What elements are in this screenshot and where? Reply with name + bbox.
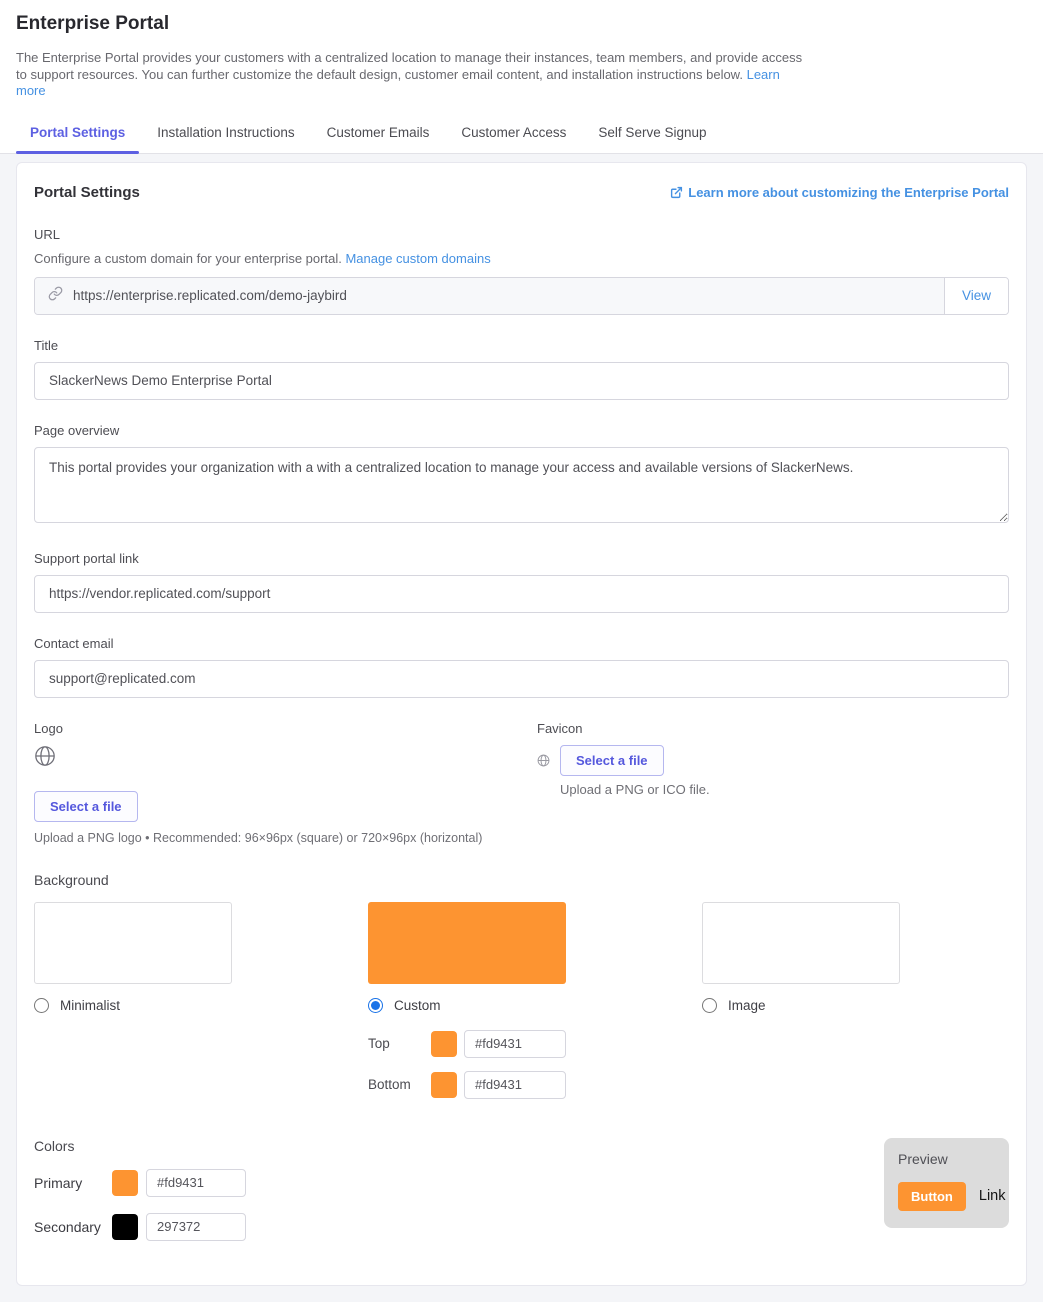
favicon-select-file-button[interactable]: Select a file	[560, 744, 664, 776]
tab-customer-emails[interactable]: Customer Emails	[326, 124, 430, 140]
customize-docs-link[interactable]: Learn more about customizing the Enterpr…	[670, 185, 1009, 200]
tab-customer-access[interactable]: Customer Access	[461, 124, 567, 140]
minimalist-preview-box[interactable]	[34, 901, 232, 984]
portal-url-input[interactable]	[73, 288, 931, 303]
favicon-inner-row: Select a file	[537, 744, 1009, 776]
gradient-bottom-swatch[interactable]	[431, 1071, 457, 1098]
preview-button: Button	[898, 1181, 966, 1211]
colors-controls: Colors Primary Secondary	[34, 1138, 246, 1257]
secondary-color-label: Secondary	[34, 1218, 101, 1235]
url-input-wrap	[35, 277, 944, 314]
tab-installation-instructions[interactable]: Installation Instructions	[157, 124, 295, 140]
primary-color-label: Primary	[34, 1174, 83, 1191]
page-overview-textarea[interactable]	[34, 446, 1009, 523]
background-option-image: Image	[702, 901, 900, 1112]
tab-self-serve-signup[interactable]: Self Serve Signup	[598, 124, 707, 140]
support-portal-link-label: Support portal link	[34, 550, 139, 566]
gradient-bottom-row: Bottom	[368, 1070, 566, 1099]
customize-docs-link-label: Learn more about customizing the Enterpr…	[688, 184, 1009, 200]
image-radio-label: Image	[728, 997, 766, 1013]
page-title: Enterprise Portal	[16, 13, 170, 34]
logo-globe-icon	[34, 745, 56, 767]
colors-label: Colors	[34, 1137, 75, 1154]
portal-settings-card: Portal Settings Learn more about customi…	[16, 161, 1027, 1286]
colors-section: Colors Primary Secondary Preview Button …	[34, 1137, 1009, 1257]
page-overview-label: Page overview	[34, 422, 120, 438]
preview-link: Link	[978, 1188, 1006, 1204]
primary-color-hex-input[interactable]	[146, 1168, 246, 1197]
page-description-text: The Enterprise Portal provides your cust…	[16, 50, 803, 82]
favicon-upload-help: Upload a PNG or ICO file.	[560, 781, 710, 797]
custom-preview-box[interactable]	[368, 901, 566, 984]
gradient-bottom-hex-input[interactable]	[464, 1070, 566, 1099]
support-portal-link-input[interactable]	[34, 574, 1009, 613]
minimalist-radio-row[interactable]: Minimalist	[34, 997, 232, 1013]
url-help-text: Configure a custom domain for your enter…	[34, 250, 342, 266]
background-options-row: Minimalist Custom Top	[34, 901, 1009, 1112]
image-radio-row[interactable]: Image	[702, 997, 900, 1013]
custom-radio-row[interactable]: Custom	[368, 997, 566, 1013]
card-header: Portal Settings Learn more about customi…	[34, 184, 1009, 201]
view-portal-button[interactable]: View	[944, 277, 1008, 314]
learn-more-link[interactable]: Learn more	[16, 66, 780, 99]
custom-gradient-controls: Top Bottom	[368, 1029, 566, 1099]
tab-portal-settings[interactable]: Portal Settings	[16, 116, 140, 154]
link-icon	[48, 286, 63, 306]
preview-label: Preview	[898, 1150, 948, 1167]
page-content: Portal Settings Learn more about customi…	[0, 153, 1043, 1302]
preview-row: Button Link	[898, 1181, 1005, 1211]
primary-color-swatch[interactable]	[112, 1169, 138, 1196]
contact-email-label: Contact email	[34, 635, 114, 651]
favicon-globe-icon	[537, 754, 550, 767]
image-preview-box[interactable]	[702, 901, 900, 984]
support-link-field-group: Support portal link	[34, 551, 1009, 613]
favicon-label: Favicon	[537, 720, 583, 736]
secondary-color-hex-input[interactable]	[146, 1212, 246, 1241]
overview-field-group: Page overview	[34, 423, 1009, 528]
manage-custom-domains-link[interactable]: Manage custom domains	[345, 250, 491, 266]
title-field-group: Title	[34, 338, 1009, 400]
background-option-custom: Custom Top Bottom	[368, 901, 566, 1112]
logo-label: Logo	[34, 720, 63, 736]
background-section: Background Minimalist Custom	[34, 872, 1009, 1112]
gradient-top-swatch[interactable]	[431, 1030, 457, 1057]
page-header: Enterprise Portal The Enterprise Portal …	[0, 0, 1043, 116]
custom-radio[interactable]	[368, 997, 383, 1013]
primary-color-row: Primary	[34, 1168, 246, 1197]
contact-email-input[interactable]	[34, 659, 1009, 698]
custom-radio-label: Custom	[394, 997, 441, 1013]
logo-favicon-row: Logo Select a file Upload a PNG logo • R…	[34, 721, 1009, 845]
minimalist-radio[interactable]	[34, 997, 49, 1013]
page-description: The Enterprise Portal provides your cust…	[16, 50, 808, 100]
gradient-top-hex-input[interactable]	[464, 1029, 566, 1058]
contact-email-field-group: Contact email	[34, 636, 1009, 698]
external-link-icon	[670, 186, 683, 199]
background-label: Background	[34, 871, 109, 888]
secondary-color-row: Secondary	[34, 1212, 246, 1241]
secondary-color-swatch[interactable]	[112, 1213, 138, 1240]
logo-upload-help: Upload a PNG logo • Recommended: 96×96px…	[34, 830, 483, 845]
url-help: Configure a custom domain for your enter…	[34, 251, 1009, 266]
title-label: Title	[34, 337, 59, 353]
card-title: Portal Settings	[34, 183, 140, 201]
url-input-group: View	[34, 276, 1009, 315]
url-field-group: URL Configure a custom domain for your e…	[34, 227, 1009, 315]
image-radio[interactable]	[702, 997, 717, 1013]
minimalist-radio-label: Minimalist	[60, 997, 121, 1013]
portal-title-input[interactable]	[34, 361, 1009, 400]
logo-select-file-button[interactable]: Select a file	[34, 790, 138, 822]
url-label: URL	[34, 226, 61, 242]
gradient-top-label: Top	[368, 1036, 390, 1051]
colors-preview-panel: Preview Button Link	[884, 1137, 1009, 1228]
gradient-bottom-label: Bottom	[368, 1077, 411, 1092]
favicon-section: Favicon Select a file Upload a PNG or IC…	[537, 721, 1009, 845]
gradient-top-row: Top	[368, 1029, 566, 1058]
logo-section: Logo Select a file Upload a PNG logo • R…	[34, 721, 537, 845]
background-option-minimalist: Minimalist	[34, 901, 232, 1112]
tab-bar: Portal Settings Installation Instruction…	[0, 115, 1043, 154]
